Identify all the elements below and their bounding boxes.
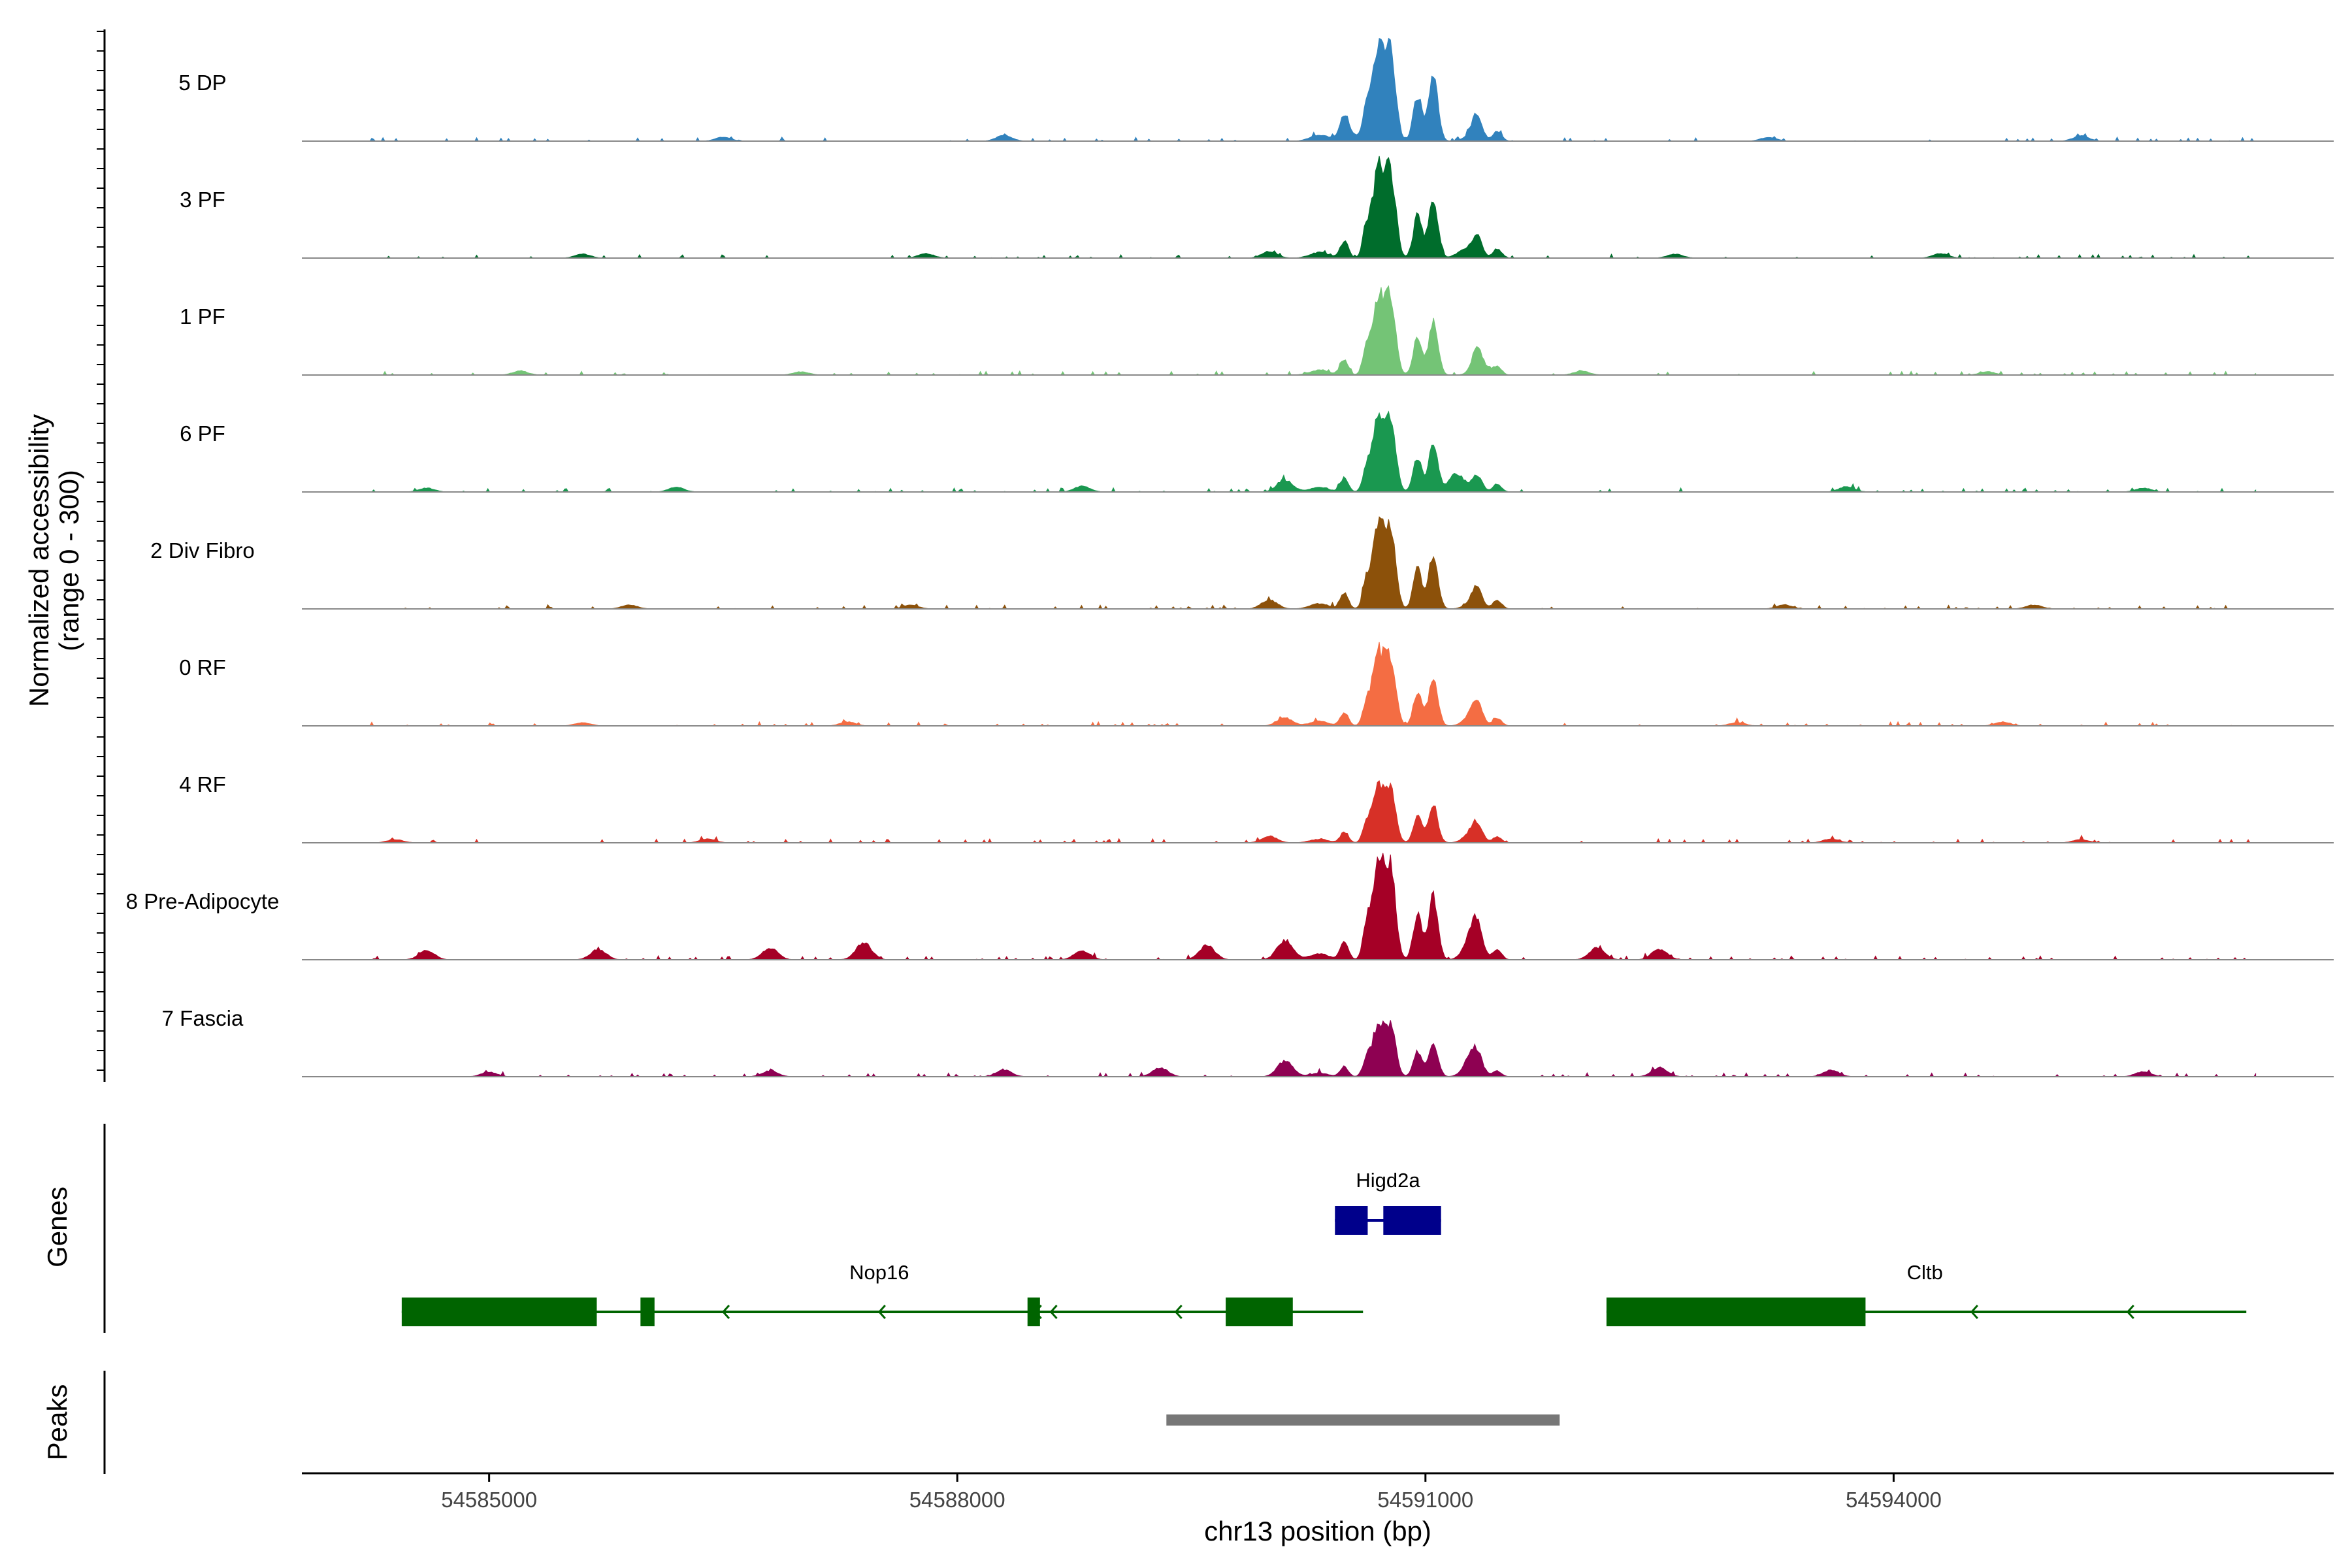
track-label: 7 Fascia — [162, 1006, 244, 1030]
track-0-rf: 0 RF — [179, 642, 2334, 727]
y-axis-title-line2: (range 0 - 300) — [54, 470, 84, 651]
gene-annotations: Higd2a Nop16 Cltb — [401, 1169, 2247, 1326]
coverage-area — [364, 410, 2257, 493]
gene-exon — [1606, 1298, 1866, 1326]
peak-bar — [1166, 1414, 1560, 1426]
coverage-area — [364, 516, 2256, 610]
track-label: 3 PF — [180, 188, 225, 212]
coverage-area — [364, 1020, 2257, 1077]
peak-regions — [1166, 1414, 1560, 1426]
x-tick-label: 54591000 — [1377, 1488, 1473, 1512]
coverage-tracks: 5 DP 3 PF 1 PF 6 PF 2 Div Fibro 0 RF 4 RF 8 Pre… — [126, 37, 2334, 1077]
coverage-area — [364, 780, 2256, 843]
y-axis-title-line1: Normalized accessibility — [24, 414, 54, 707]
gene-cltb: Cltb — [1606, 1261, 2247, 1326]
gene-exon — [1226, 1298, 1293, 1326]
gene-higd2a: Higd2a — [1335, 1169, 1441, 1235]
strand-arrow — [2126, 1304, 2134, 1320]
gene-exon — [1027, 1298, 1040, 1326]
gene-exon — [640, 1298, 655, 1326]
gene-exon — [1383, 1206, 1441, 1235]
peaks-axis-title: Peaks — [42, 1384, 73, 1461]
coverage-area — [364, 155, 2256, 259]
track-7-fascia: 7 Fascia — [162, 1006, 2334, 1077]
track-2-div-fibro: 2 Div Fibro — [150, 516, 2334, 610]
x-tick-label: 54594000 — [1846, 1488, 1942, 1512]
strand-arrow — [877, 1304, 886, 1320]
coverage-area — [364, 642, 2256, 727]
strand-arrow — [1049, 1304, 1058, 1320]
track-3-pf: 3 PF — [180, 155, 2334, 259]
y-axis-title: Normalized accessibility (range 0 - 300) — [24, 414, 84, 707]
track-label: 8 Pre-Adipocyte — [126, 889, 280, 913]
track-6-pf: 6 PF — [180, 410, 2334, 493]
coverage-area — [364, 37, 2256, 142]
coverage-area — [364, 285, 2257, 376]
genes-axis-title: Genes — [42, 1186, 73, 1267]
coverage-y-ticks — [97, 31, 105, 1071]
gene-exon — [1335, 1206, 1368, 1235]
track-label: 5 DP — [178, 71, 226, 95]
strand-arrow — [721, 1304, 730, 1320]
track-8-pre-adipocyte: 8 Pre-Adipocyte — [126, 853, 2334, 960]
track-label: 4 RF — [179, 772, 226, 796]
strand-arrow — [1970, 1304, 1978, 1320]
x-axis-ticks: 54585000 54588000 54591000 54594000 — [441, 1473, 1942, 1512]
x-axis-title: chr13 position (bp) — [1204, 1516, 1431, 1546]
track-label: 0 RF — [179, 655, 226, 679]
track-5-dp: 5 DP — [178, 37, 2334, 142]
x-tick-label: 54588000 — [909, 1488, 1005, 1512]
track-label: 6 PF — [180, 421, 225, 446]
track-1-pf: 1 PF — [180, 285, 2334, 376]
track-4-rf: 4 RF — [179, 772, 2334, 843]
x-tick-label: 54585000 — [441, 1488, 537, 1512]
gene-label: Nop16 — [849, 1261, 909, 1284]
strand-arrow — [1174, 1304, 1183, 1320]
gene-exon — [401, 1298, 597, 1326]
gene-nop16: Nop16 — [401, 1261, 1364, 1326]
coverage-area — [364, 853, 2256, 960]
gene-label: Cltb — [1907, 1261, 1943, 1284]
gene-label: Higd2a — [1356, 1169, 1420, 1192]
track-label: 1 PF — [180, 304, 225, 329]
track-label: 2 Div Fibro — [150, 538, 255, 563]
